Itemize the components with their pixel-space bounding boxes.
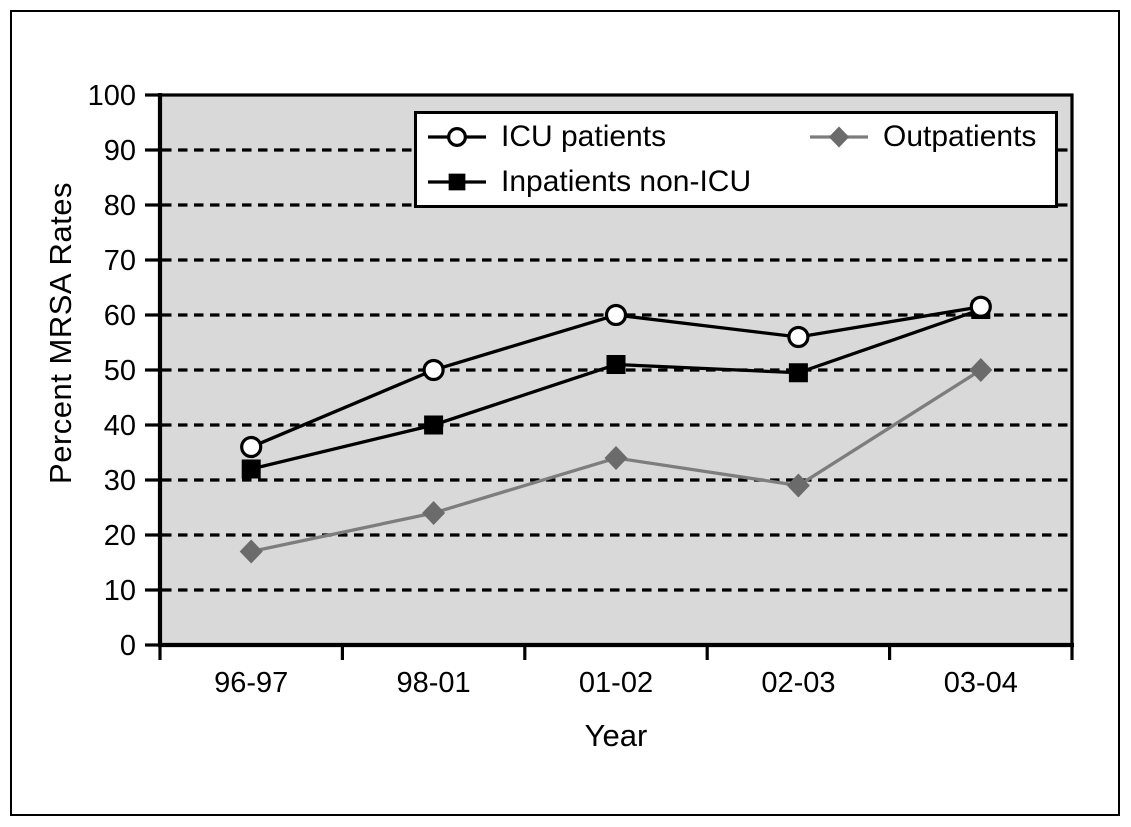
legend-marker-square-icon xyxy=(428,173,486,191)
diamond-marker xyxy=(239,539,263,564)
y-tick-label: 30 xyxy=(104,465,136,497)
circle-marker xyxy=(787,325,810,349)
circle-marker xyxy=(422,358,445,382)
diamond-marker xyxy=(604,446,628,470)
circle-marker xyxy=(240,435,263,459)
square-marker xyxy=(424,415,444,435)
y-tick-label: 20 xyxy=(104,520,136,552)
y-tick-label: 40 xyxy=(104,410,136,442)
square-marker xyxy=(241,459,261,479)
square-marker xyxy=(448,173,466,191)
x-axis-title: Year xyxy=(584,718,648,753)
legend: ICU patients Inpatients non-ICU Outpatie… xyxy=(414,111,1058,208)
series-icu-patients xyxy=(240,295,992,459)
legend-label-inpatients-non-icu: Inpatients non-ICU xyxy=(501,165,752,198)
circle-marker xyxy=(447,127,467,147)
legend-marker-circle-icon xyxy=(428,127,486,147)
legend-entry-outpatients: Outpatients xyxy=(809,116,1036,158)
legend-entry-inpatients-non-icu: Inpatients non-ICU xyxy=(427,161,751,203)
diamond-marker xyxy=(786,473,810,498)
diamond-marker xyxy=(422,501,446,525)
y-tick-label: 10 xyxy=(104,575,136,607)
x-tick-label: 03-04 xyxy=(944,667,1018,699)
circle-marker xyxy=(969,295,992,318)
diamond-marker xyxy=(828,126,850,148)
x-tick-label: 96-97 xyxy=(214,667,288,699)
x-tick-label: 98-01 xyxy=(397,667,471,699)
y-tick-label: 90 xyxy=(104,135,136,167)
diamond-marker xyxy=(969,358,993,382)
y-tick-label: 60 xyxy=(104,300,136,332)
square-marker xyxy=(606,355,626,374)
legend-label-icu-patients: ICU patients xyxy=(501,120,667,153)
x-tick-label: 01-02 xyxy=(579,667,653,699)
legend-marker-diamond-icon xyxy=(810,126,868,148)
square-marker xyxy=(788,363,808,383)
y-tick-label: 80 xyxy=(104,190,136,222)
series-outpatients xyxy=(239,358,993,564)
y-tick-label: 0 xyxy=(120,630,136,662)
legend-entry-icu-patients: ICU patients xyxy=(427,116,666,158)
circle-marker xyxy=(604,303,628,327)
x-tick-label: 02-03 xyxy=(761,667,835,699)
y-tick-label: 50 xyxy=(104,355,136,387)
y-tick-label: 70 xyxy=(104,245,136,277)
legend-label-outpatients: Outpatients xyxy=(883,120,1037,153)
y-tick-label: 100 xyxy=(88,80,136,112)
y-axis-title: Percent MRSA Rates xyxy=(43,182,78,484)
